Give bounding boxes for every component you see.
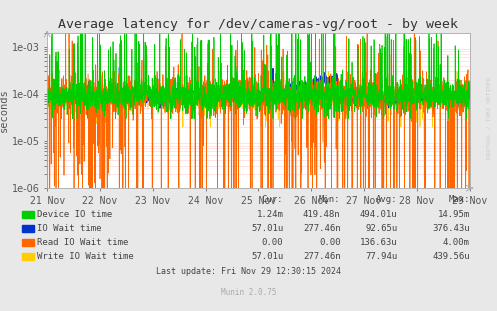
Text: Read IO Wait time: Read IO Wait time [37, 238, 128, 247]
Text: 14.95m: 14.95m [437, 210, 470, 219]
Text: 4.00m: 4.00m [443, 238, 470, 247]
Text: 57.01u: 57.01u [251, 252, 283, 261]
Text: 57.01u: 57.01u [251, 224, 283, 233]
Text: Munin 2.0.75: Munin 2.0.75 [221, 289, 276, 297]
Text: Max:: Max: [448, 195, 470, 204]
Text: 439.56u: 439.56u [432, 252, 470, 261]
Text: 494.01u: 494.01u [360, 210, 398, 219]
Text: 419.48n: 419.48n [303, 210, 340, 219]
Y-axis label: seconds: seconds [0, 89, 9, 132]
Text: IO Wait time: IO Wait time [37, 224, 101, 233]
Text: 277.46n: 277.46n [303, 252, 340, 261]
Text: 0.00: 0.00 [262, 238, 283, 247]
Text: 1.24m: 1.24m [256, 210, 283, 219]
Text: Write IO Wait time: Write IO Wait time [37, 252, 133, 261]
Text: 77.94u: 77.94u [365, 252, 398, 261]
Text: 277.46n: 277.46n [303, 224, 340, 233]
Text: RRDTOOL / TOBI OETIKER: RRDTOOL / TOBI OETIKER [486, 77, 491, 160]
Text: 92.65u: 92.65u [365, 224, 398, 233]
Text: 0.00: 0.00 [319, 238, 340, 247]
Text: Device IO time: Device IO time [37, 210, 112, 219]
Text: Avg:: Avg: [376, 195, 398, 204]
Title: Average latency for /dev/cameras-vg/root - by week: Average latency for /dev/cameras-vg/root… [59, 18, 458, 31]
Text: Cur:: Cur: [262, 195, 283, 204]
Text: 136.63u: 136.63u [360, 238, 398, 247]
Text: Last update: Fri Nov 29 12:30:15 2024: Last update: Fri Nov 29 12:30:15 2024 [156, 267, 341, 276]
Text: Min:: Min: [319, 195, 340, 204]
Text: 376.43u: 376.43u [432, 224, 470, 233]
